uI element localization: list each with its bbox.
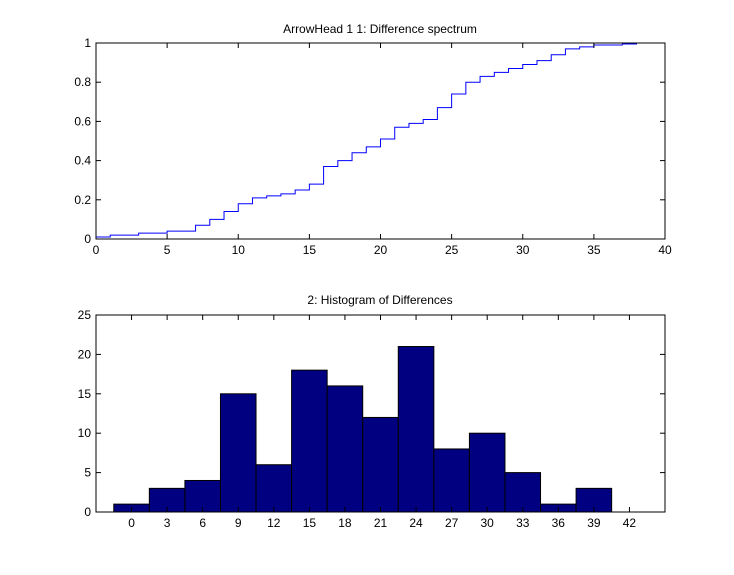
y-tick-label: 0.2	[74, 193, 91, 207]
x-tick-label: 10	[232, 243, 246, 257]
histogram-bar	[219, 393, 257, 513]
x-tick-label: 36	[552, 516, 566, 530]
y-tick-label: 20	[78, 347, 92, 361]
x-tick-label: 9	[235, 516, 242, 530]
x-tick-label: 30	[516, 243, 530, 257]
spectrum-plot-area	[96, 42, 651, 238]
spectrum-line	[96, 42, 651, 238]
x-tick-label: 15	[303, 516, 317, 530]
y-tick-label: 0.4	[74, 154, 91, 168]
x-tick-label: 12	[267, 516, 281, 530]
x-tick-label: 6	[199, 516, 206, 530]
x-tick-label: 25	[445, 243, 459, 257]
y-tick-label: 0.6	[74, 114, 91, 128]
y-tick-label: 25	[78, 308, 92, 322]
x-tick-label: 0	[93, 243, 100, 257]
histogram-bar	[433, 448, 470, 513]
y-tick-label: 0.8	[74, 75, 91, 89]
x-tick-label: 33	[516, 516, 530, 530]
x-tick-label: 24	[409, 516, 423, 530]
histogram-axes: 2: Histogram of Differences 0 3 6 9 12 15 18 21…	[78, 293, 666, 530]
spectrum-axes: ArrowHead 1 1: Difference spectrum 0 5 10 1…	[74, 22, 672, 257]
y-tick-label: 10	[78, 426, 92, 440]
x-tick-label: 30	[481, 516, 495, 530]
x-tick-label: 3	[164, 516, 171, 530]
x-tick-label: 18	[338, 516, 352, 530]
histogram-title: 2: Histogram of Differences	[307, 293, 452, 307]
y-tick-label: 1	[84, 36, 91, 50]
y-tick-label: 5	[84, 466, 91, 480]
histogram-bar	[291, 369, 328, 513]
x-tick-label: 21	[374, 516, 388, 530]
x-tick-label: 15	[303, 243, 317, 257]
histogram-bar	[326, 385, 364, 513]
histogram-bar	[504, 472, 542, 513]
x-tick-label: 27	[445, 516, 459, 530]
histogram-bar	[397, 346, 435, 513]
x-tick-label: 5	[164, 243, 171, 257]
histogram-bar	[255, 464, 293, 513]
x-tick-label: 20	[374, 243, 388, 257]
x-tick-label: 42	[623, 516, 637, 530]
spectrum-ticks: 0 5 10 15 20 25 30 35 40 0 0.2 0.4 0.6 0.8 1	[74, 36, 672, 257]
histogram-plot-area	[113, 346, 613, 513]
y-tick-label: 0	[84, 505, 91, 519]
x-tick-label: 39	[587, 516, 601, 530]
histogram-bar	[362, 416, 399, 513]
x-tick-label: 40	[658, 243, 672, 257]
x-tick-label: 35	[587, 243, 601, 257]
y-tick-label: 15	[78, 387, 92, 401]
spectrum-title: ArrowHead 1 1: Difference spectrum	[283, 22, 477, 36]
histogram-bar	[468, 432, 506, 513]
x-tick-label: 0	[128, 516, 135, 530]
y-tick-label: 0	[84, 232, 91, 246]
